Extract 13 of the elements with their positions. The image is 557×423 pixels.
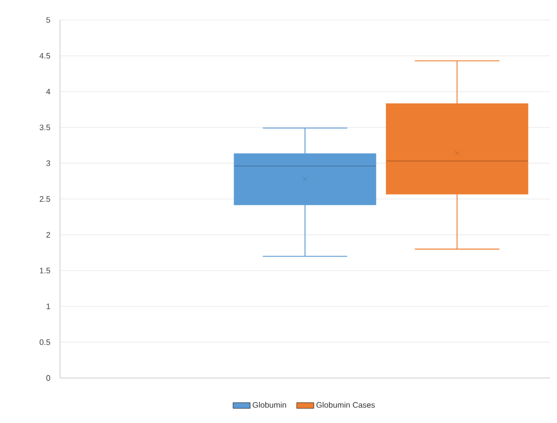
y-tick-label: 1 xyxy=(46,304,50,310)
y-tick-label: 3.5 xyxy=(40,124,50,130)
legend-label: Globumin xyxy=(252,402,286,408)
y-tick-label: 1.5 xyxy=(40,268,50,274)
y-tick-label: 5 xyxy=(46,17,50,23)
legend-label: Globumin Cases xyxy=(316,402,375,408)
y-tick-label: 3 xyxy=(46,160,50,166)
y-tick-label: 2 xyxy=(46,232,50,238)
y-tick-label: 0 xyxy=(46,375,50,381)
y-tick-label: 4.5 xyxy=(40,53,50,59)
y-tick-label: 4 xyxy=(46,88,50,94)
y-tick-label: 2.5 xyxy=(40,196,50,202)
y-tick-label: 0.5 xyxy=(40,339,50,346)
